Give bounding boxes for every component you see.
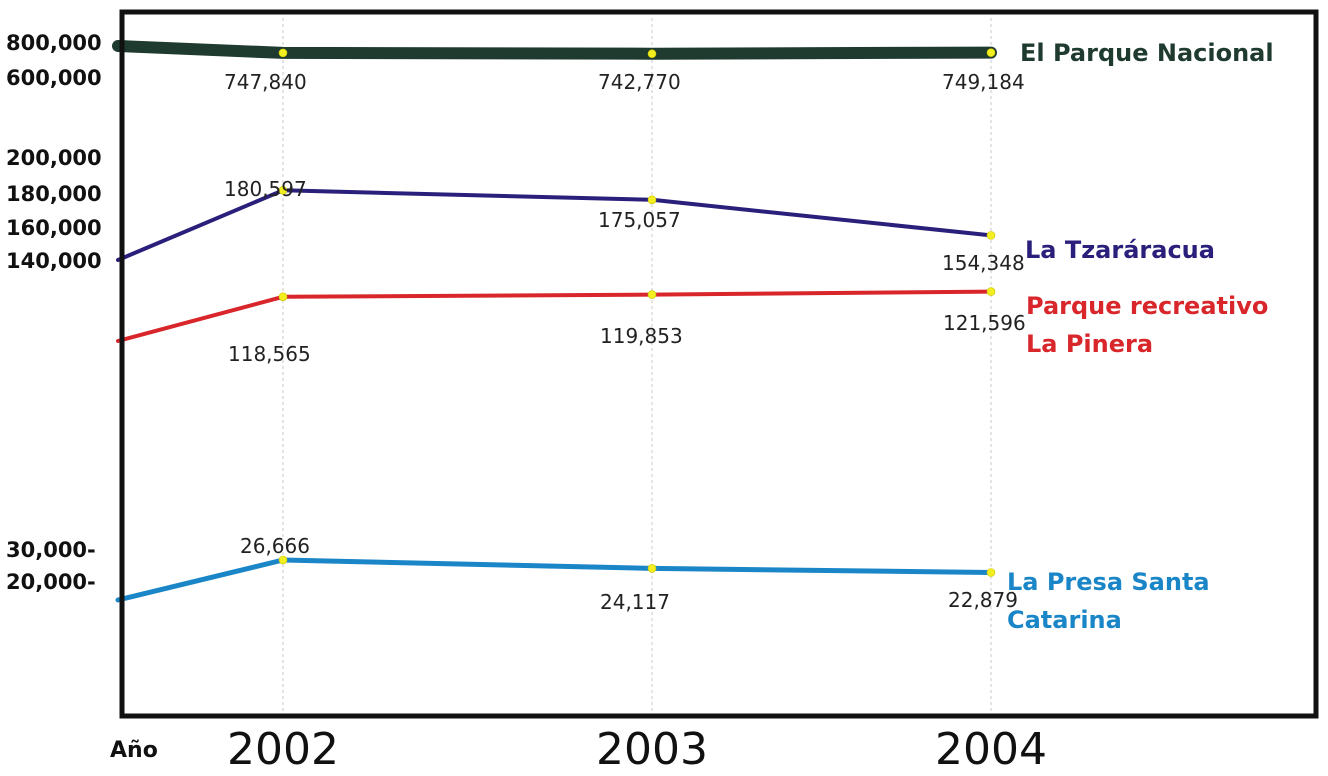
data-point bbox=[647, 290, 657, 299]
series-line-2 bbox=[116, 289, 993, 343]
data-label: 742,770 bbox=[598, 70, 681, 94]
series-name: La Pinera bbox=[1026, 330, 1153, 358]
data-label: 180,597 bbox=[224, 177, 307, 201]
data-label: 121,596 bbox=[943, 311, 1026, 335]
data-point bbox=[278, 186, 288, 195]
data-label: 175,057 bbox=[598, 208, 681, 232]
data-point bbox=[986, 48, 996, 57]
series-name: Catarina bbox=[1007, 606, 1122, 634]
data-label: 22,879 bbox=[948, 588, 1018, 612]
data-label: 119,853 bbox=[600, 324, 683, 348]
data-label: 24,117 bbox=[600, 590, 670, 614]
x-tick-label: 2003 bbox=[596, 724, 708, 772]
y-tick-label: 600,000 bbox=[6, 66, 102, 90]
series-line-1 bbox=[116, 188, 993, 262]
data-point bbox=[647, 564, 657, 573]
data-point bbox=[647, 49, 657, 59]
y-tick-label: 180,000 bbox=[6, 182, 102, 206]
data-label: 154,348 bbox=[942, 251, 1025, 275]
data-label: 747,840 bbox=[224, 70, 307, 94]
plot-frame bbox=[119, 9, 1319, 719]
x-tick-label: 2004 bbox=[935, 724, 1047, 772]
data-point bbox=[986, 568, 996, 577]
y-tick-label: 30,000- bbox=[6, 538, 96, 562]
y-tick-label: 140,000 bbox=[6, 249, 102, 273]
data-label: 26,666 bbox=[240, 534, 310, 558]
series-line-3 bbox=[115, 557, 994, 603]
series-name: Parque recreativo bbox=[1026, 292, 1268, 320]
data-point bbox=[986, 231, 996, 240]
data-point bbox=[986, 287, 996, 296]
data-point bbox=[278, 48, 288, 58]
y-tick-label: 800,000 bbox=[6, 31, 102, 55]
data-point bbox=[647, 195, 657, 205]
x-axis-label: Año bbox=[110, 738, 158, 763]
series-0: 747,840 742,770 749,184 El Parque Nacional bbox=[112, 39, 1274, 94]
series-line-0 bbox=[112, 40, 997, 60]
data-point bbox=[278, 292, 288, 302]
series-1: 180,597 175,057 154,348 La Tzaráracua bbox=[116, 177, 1215, 275]
y-tick-label: 160,000 bbox=[6, 216, 102, 240]
series-name: La Tzaráracua bbox=[1025, 236, 1215, 264]
data-label: 118,565 bbox=[228, 342, 311, 366]
data-label: 749,184 bbox=[942, 70, 1025, 94]
data-point bbox=[278, 555, 288, 565]
x-tick-label: 2002 bbox=[227, 724, 339, 772]
series-name: El Parque Nacional bbox=[1020, 39, 1274, 67]
y-tick-label: 200,000 bbox=[6, 146, 102, 170]
series-name: La Presa Santa bbox=[1007, 568, 1210, 596]
y-tick-label: 20,000- bbox=[6, 570, 96, 594]
